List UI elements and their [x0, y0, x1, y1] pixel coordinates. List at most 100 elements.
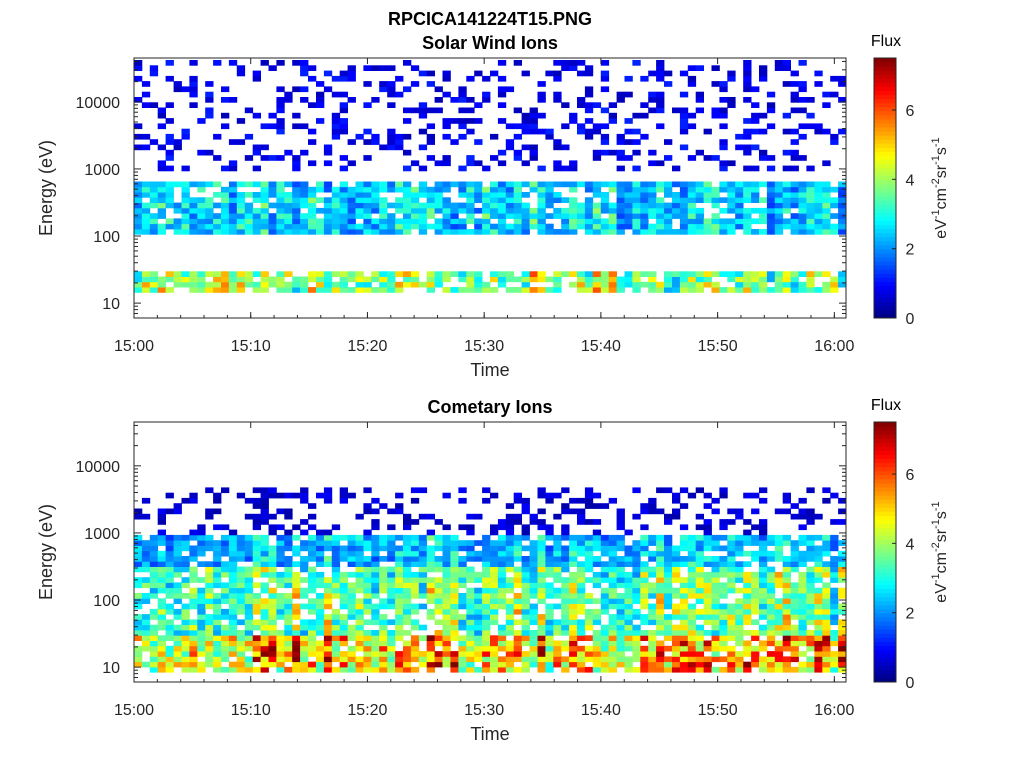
- spectrogram-cell: [213, 624, 222, 631]
- spectrogram-cell: [782, 197, 791, 203]
- spectrogram-cell: [276, 271, 285, 277]
- spectrogram-cell: [308, 524, 317, 531]
- spectrogram-cell: [664, 513, 673, 520]
- spectrogram-cell: [403, 513, 412, 520]
- spectrogram-cell: [395, 635, 404, 641]
- spectrogram-cell: [703, 534, 712, 541]
- spectrogram-cell: [434, 598, 443, 604]
- spectrogram-cell: [766, 107, 776, 114]
- spectrogram-cell: [403, 661, 412, 668]
- spectrogram-cell: [189, 640, 198, 647]
- spectrogram-cell: [782, 666, 791, 673]
- spectrogram-cell: [735, 276, 744, 283]
- spectrogram-cell: [513, 550, 522, 557]
- spectrogram-cell: [521, 635, 530, 641]
- colorbar-swatch: [874, 94, 896, 100]
- spectrogram-cell: [584, 186, 594, 193]
- spectrogram-cell: [735, 207, 744, 214]
- spectrogram-cell: [513, 566, 522, 573]
- spectrogram-cell: [490, 545, 499, 552]
- spectrogram-cell: [569, 598, 578, 604]
- spectrogram-cell: [798, 556, 807, 562]
- spectrogram-cell: [339, 534, 348, 541]
- spectrogram-cell: [450, 550, 459, 557]
- spectrogram-cell: [181, 593, 190, 599]
- spectrogram-cell: [339, 213, 348, 219]
- spectrogram-cell: [521, 229, 530, 235]
- colorbar-swatch: [874, 649, 896, 655]
- spectrogram-cell: [355, 598, 364, 604]
- spectrogram-cell: [656, 630, 665, 636]
- spectrogram-cell: [308, 128, 317, 135]
- spectrogram-cell: [766, 213, 776, 219]
- spectrogram-cell: [711, 540, 720, 546]
- spectrogram-cell: [134, 133, 143, 140]
- spectrogram-cell: [521, 571, 530, 578]
- spectrogram-cell: [434, 587, 443, 594]
- spectrogram-cell: [205, 587, 214, 594]
- spectrogram-cell: [426, 81, 435, 87]
- spectrogram-cell: [545, 192, 554, 198]
- spectrogram-cell: [569, 534, 578, 541]
- spectrogram-cell: [600, 218, 610, 225]
- spectrogram-cell: [260, 619, 269, 626]
- spectrogram-cell: [838, 97, 847, 103]
- spectrogram-cell: [521, 598, 530, 604]
- spectrogram-cell: [276, 492, 285, 499]
- spectrogram-cell: [719, 587, 728, 594]
- spectrogram-cell: [632, 545, 641, 552]
- spectrogram-cell: [197, 561, 206, 567]
- spectrogram-cell: [379, 614, 388, 620]
- spectrogram-cell: [276, 598, 285, 604]
- spectrogram-cell: [300, 656, 309, 663]
- spectrogram-cell: [497, 561, 507, 567]
- spectrogram-cell: [410, 603, 420, 610]
- spectrogram-cell: [656, 666, 665, 673]
- spectrogram-cell: [371, 223, 380, 230]
- spectrogram-cell: [197, 218, 206, 225]
- spectrogram-cell: [339, 102, 348, 108]
- spectrogram-cell: [679, 218, 689, 225]
- spectrogram-cell: [442, 287, 451, 293]
- spectrogram-cell: [798, 550, 807, 557]
- spectrogram-cell: [608, 582, 617, 589]
- spectrogram-cell: [165, 587, 174, 594]
- spectrogram-cell: [790, 97, 799, 103]
- spectrogram-cell: [300, 181, 309, 188]
- spectrogram-cell: [181, 276, 190, 283]
- spectrogram-cell: [418, 571, 428, 578]
- spectrogram-cell: [672, 645, 681, 652]
- spectrogram-cell: [513, 276, 522, 283]
- spectrogram-cell: [719, 197, 728, 203]
- colorbar-swatch: [874, 633, 896, 638]
- spectrogram-cell: [355, 287, 364, 293]
- spectrogram-cell: [403, 556, 412, 562]
- spectrogram-cell: [300, 197, 309, 203]
- spectrogram-cell: [141, 593, 151, 599]
- spectrogram-cell: [505, 645, 515, 652]
- spectrogram-cell: [418, 112, 428, 119]
- spectrogram-cell: [308, 556, 317, 562]
- spectrogram-cell: [759, 218, 768, 225]
- spectrogram-cell: [426, 186, 435, 193]
- colorbar-swatch: [874, 482, 896, 488]
- spectrogram-cell: [276, 640, 285, 647]
- spectrogram-cell: [648, 656, 657, 663]
- spectrogram-cell: [790, 218, 799, 225]
- spectrogram-cell: [711, 640, 720, 647]
- spectrogram-cell: [387, 534, 396, 541]
- spectrogram-cell: [608, 656, 617, 663]
- spectrogram-cell: [497, 598, 507, 604]
- spectrogram-cell: [648, 149, 657, 156]
- spectrogram-cell: [711, 666, 720, 673]
- spectrogram-cell: [719, 97, 728, 103]
- spectrogram-cell: [782, 287, 791, 293]
- spectrogram-cell: [782, 508, 791, 515]
- spectrogram-cell: [316, 603, 325, 610]
- spectrogram-cell: [403, 213, 412, 219]
- spectrogram-cell: [442, 155, 451, 161]
- spectrogram-cell: [323, 598, 333, 604]
- spectrogram-cell: [189, 630, 198, 636]
- spectrogram-cell: [395, 624, 404, 631]
- spectrogram-cell: [529, 144, 538, 151]
